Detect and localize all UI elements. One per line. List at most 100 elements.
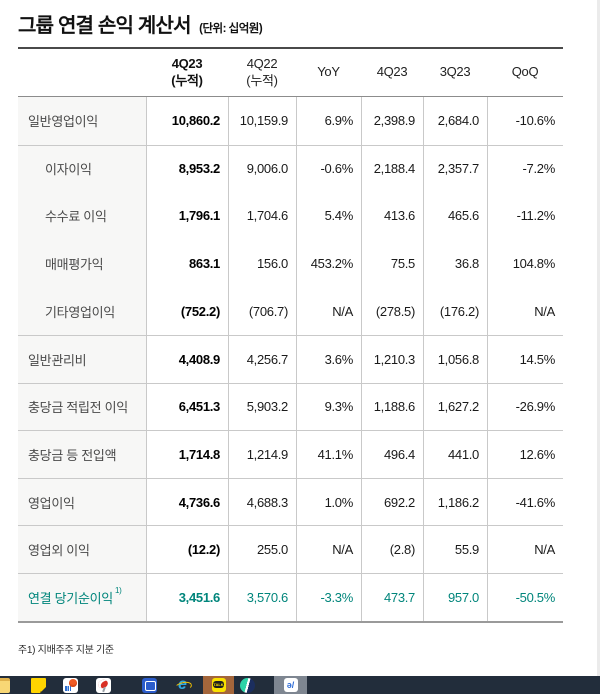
report-title: 그룹 연결 손익 계산서 (18, 15, 191, 37)
cell-value: 1,704.6 (228, 192, 296, 240)
cell-value: 8,953.2 (146, 145, 228, 193)
row-label: 영업외 이익 (18, 526, 146, 573)
column-header: 4Q22 (누적) (246, 56, 278, 88)
table-header-row: 4Q23 (누적) 4Q22 (누적) YoY 4Q23 3Q23 QoQ (18, 49, 563, 97)
blue-app-icon[interactable] (142, 678, 157, 693)
cell-value: 4,256.7 (228, 335, 296, 383)
sticky-note-icon[interactable] (31, 678, 46, 693)
cell-value: 5.4% (296, 192, 361, 240)
cell-value: 255.0 (228, 526, 296, 573)
cell-value: 41.1% (296, 431, 361, 478)
table-row: 매매평가익 863.1 156.0 453.2% 75.5 36.8 104.8% (18, 239, 563, 288)
header-empty-cell (18, 49, 146, 96)
cell-value: (278.5) (361, 287, 423, 335)
cell-value: 453.2% (296, 239, 361, 288)
cell-value: -10.6% (487, 97, 563, 145)
table-row: 충당금 적립전 이익 6,451.3 5,903.2 9.3% 1,188.6 1,627… (18, 382, 563, 431)
cell-value: (706.7) (228, 287, 296, 335)
cell-value: 1,627.2 (423, 383, 487, 431)
column-header: 4Q23 (누적) (171, 56, 203, 88)
cell-value: 1,188.6 (361, 383, 423, 431)
table-row: 영업이익 4,736.6 4,688.3 1.0% 692.2 1,186.2 -41.6% (18, 477, 563, 526)
column-header: 3Q23 (439, 64, 471, 80)
income-statement-table: 4Q23 (누적) 4Q22 (누적) YoY 4Q23 3Q23 QoQ 일반영업이익 10,… (18, 47, 563, 623)
cell-value: -7.2% (487, 145, 563, 193)
cell-value: 413.6 (361, 192, 423, 240)
unit-label: (단위: 십억원) (199, 23, 263, 35)
cell-value: (176.2) (423, 287, 487, 335)
kakaotalk-tile[interactable]: TALK (203, 676, 234, 694)
taskbar: e TALK ǝ/ (0, 676, 600, 694)
cell-value: 14.5% (487, 335, 563, 383)
hwp-tile[interactable]: ǝ/ (274, 676, 307, 694)
kakaotalk-icon: TALK (211, 678, 226, 692)
cell-value: 55.9 (423, 526, 487, 573)
cell-value: 2,188.4 (361, 145, 423, 193)
column-header: QoQ (511, 64, 539, 80)
cell-value: (12.2) (146, 526, 228, 573)
cell-value: 1,796.1 (146, 192, 228, 240)
cell-value: -11.2% (487, 192, 563, 240)
cell-value: 3.6% (296, 335, 361, 383)
cell-value: 957.0 (423, 573, 487, 621)
row-label: 연결 당기순이익 1) (18, 573, 146, 621)
satellite-dish-icon[interactable] (96, 678, 111, 693)
row-label: 이자이익 (18, 145, 146, 193)
table-row: 충당금 등 전입액 1,714.8 1,214.9 41.1% 496.4 441.0 12… (18, 430, 563, 478)
footnote-reference: 1) (114, 585, 122, 595)
scrollbar[interactable] (597, 0, 600, 676)
row-label: 충당금 적립전 이익 (18, 383, 146, 431)
cell-value: 9,006.0 (228, 145, 296, 193)
cell-value: 2,398.9 (361, 97, 423, 145)
cell-value: -0.6% (296, 145, 361, 193)
row-label: 수수료 이익 (18, 192, 146, 240)
cell-value: 3,570.6 (228, 573, 296, 621)
row-label: 일반관리비 (18, 335, 146, 383)
table-row: 기타영업이익 (752.2) (706.7) N/A (278.5) (176.2) N/A (18, 287, 563, 335)
cell-value: -41.6% (487, 478, 563, 526)
cell-value: 465.6 (423, 192, 487, 240)
table-row: 일반관리비 4,408.9 4,256.7 3.6% 1,210.3 1,056.8 14.… (18, 334, 563, 383)
table-row: 일반영업이익 10,860.2 10,159.9 6.9% 2,398.9 2,684.0… (18, 97, 563, 145)
cell-value: 36.8 (423, 239, 487, 288)
cell-value: 6,451.3 (146, 383, 228, 431)
cell-value: 4,688.3 (228, 478, 296, 526)
cell-value: 1,210.3 (361, 335, 423, 383)
cell-value: 692.2 (361, 478, 423, 526)
column-header: 4Q23 (376, 64, 408, 80)
cell-value: -50.5% (487, 573, 563, 621)
whale-browser-icon[interactable] (240, 678, 255, 693)
cell-value: (752.2) (146, 287, 228, 335)
cell-value: 1,214.9 (228, 431, 296, 478)
cell-value: 6.9% (296, 97, 361, 145)
kakaotalk-bubble-label: TALK (213, 681, 224, 688)
cell-value: 75.5 (361, 239, 423, 288)
table-row: 이자이익 8,953.2 9,006.0 -0.6% 2,188.4 2,357.7 -7.… (18, 144, 563, 193)
table-row: 영업외 이익 (12.2) 255.0 N/A (2.8) 55.9 N/A (18, 525, 563, 573)
chat-chart-app-icon[interactable] (63, 678, 78, 693)
cell-value: 4,736.6 (146, 478, 228, 526)
cell-value: 1,714.8 (146, 431, 228, 478)
cell-value: 1,056.8 (423, 335, 487, 383)
cell-value: -3.3% (296, 573, 361, 621)
row-label: 기타영업이익 (18, 287, 146, 335)
cell-value: -26.9% (487, 383, 563, 431)
folder-icon[interactable] (0, 678, 10, 693)
internet-explorer-icon[interactable]: e (175, 677, 190, 693)
hwp-icon: ǝ/ (283, 678, 298, 692)
cell-value: 496.4 (361, 431, 423, 478)
cell-value: 1.0% (296, 478, 361, 526)
cell-value: 156.0 (228, 239, 296, 288)
cell-value: 5,903.2 (228, 383, 296, 431)
table-row: 수수료 이익 1,796.1 1,704.6 5.4% 413.6 465.6 -11.2% (18, 192, 563, 240)
cell-value: N/A (487, 526, 563, 573)
cell-value: N/A (296, 287, 361, 335)
cell-value: 104.8% (487, 239, 563, 288)
cell-value: 2,357.7 (423, 145, 487, 193)
cell-value: N/A (296, 526, 361, 573)
row-label: 충당금 등 전입액 (18, 431, 146, 478)
column-header: YoY (317, 64, 340, 80)
cell-value: 10,860.2 (146, 97, 228, 145)
table-row: 연결 당기순이익 1) 3,451.6 3,570.6 -3.3% 473.7 957.0-… (18, 572, 563, 621)
